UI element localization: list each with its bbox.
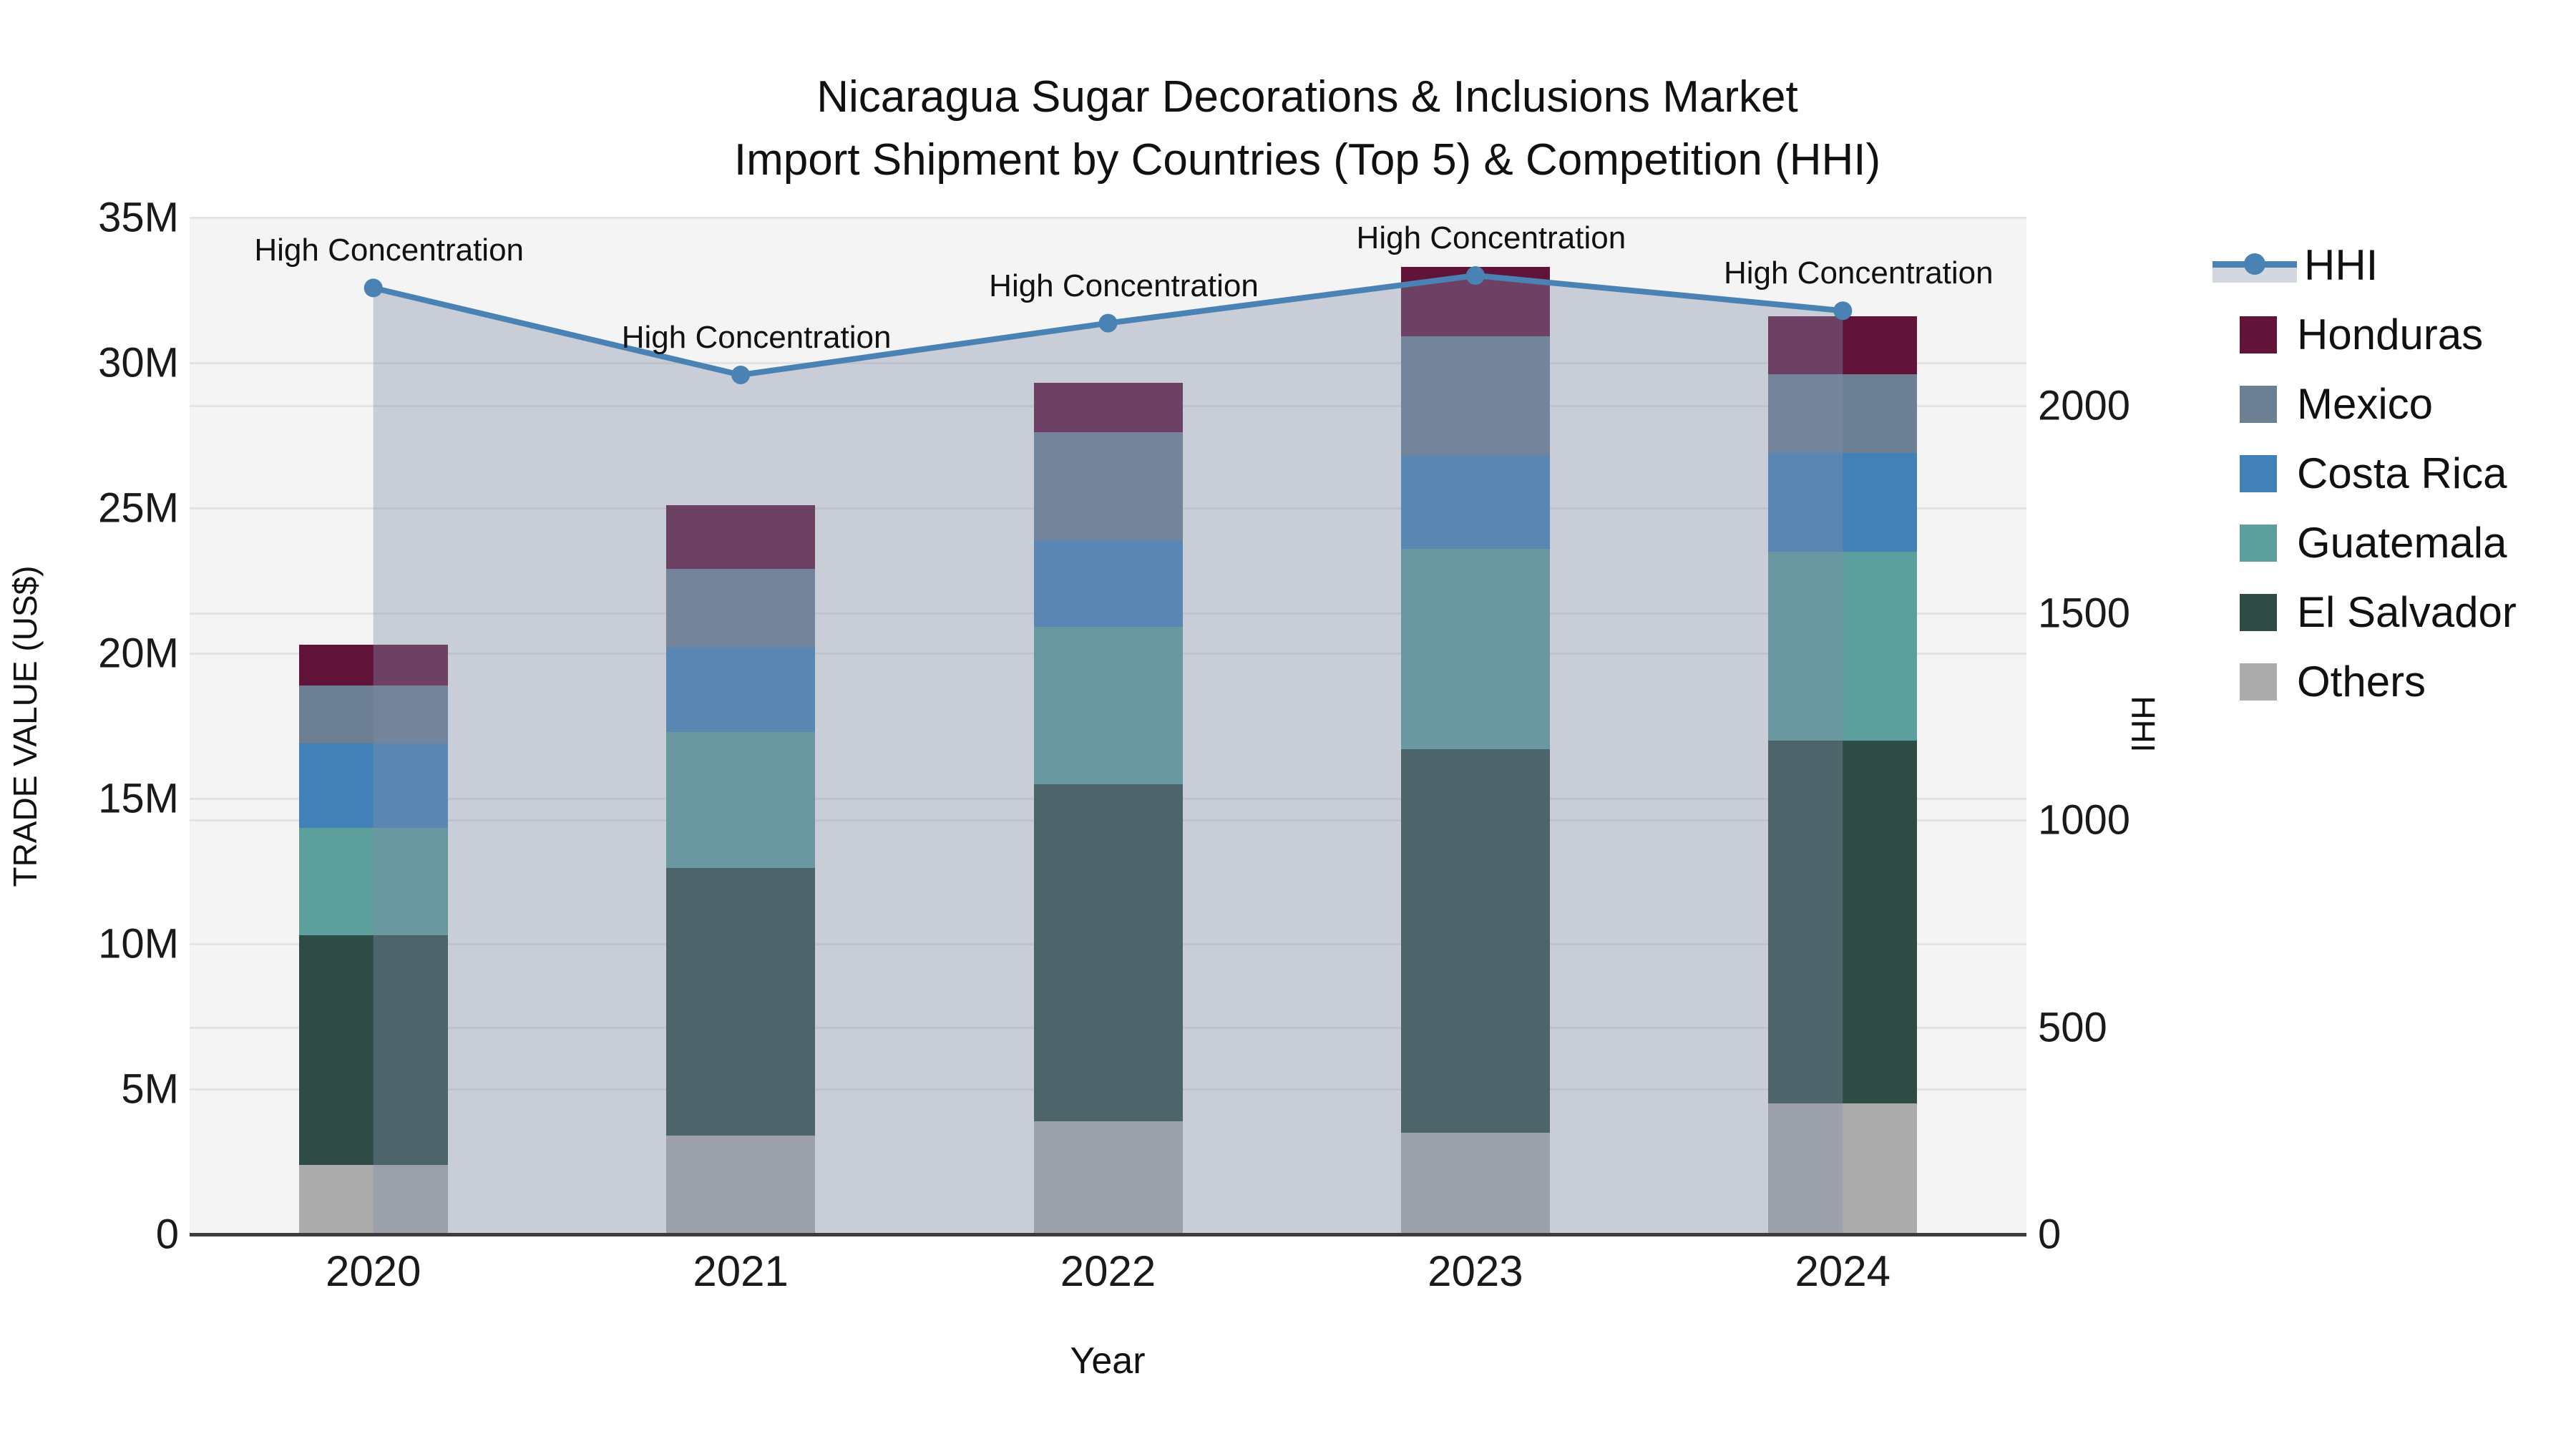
legend-label-el-salvador: El Salvador [2297, 588, 2517, 636]
bar-segment-2023-guatemala[interactable] [1400, 548, 1550, 749]
x-tick-2024: 2024 [1795, 1247, 1891, 1295]
legend-label-honduras: Honduras [2297, 311, 2484, 358]
y-tick-left-35M: 35M [98, 194, 179, 241]
hhi-legend-sample-icon [2212, 247, 2297, 284]
bar-segment-2021-mexico[interactable] [666, 569, 816, 648]
bar-segment-2020-mexico[interactable] [298, 685, 448, 743]
x-tick-2023: 2023 [1428, 1247, 1523, 1295]
bar-segment-2024-mexico[interactable] [1768, 374, 1918, 453]
bar-segment-2022-el-salvador[interactable] [1033, 784, 1183, 1121]
x-axis-line [190, 1233, 2026, 1236]
annotation-high-concentration-2024: High Concentration [1723, 255, 1994, 291]
y-tick-right-1500: 1500 [2038, 590, 2131, 637]
bar-segment-2023-costa-rica[interactable] [1400, 455, 1550, 549]
y-tick-left-20M: 20M [98, 630, 179, 677]
bar-segment-2023-mexico[interactable] [1400, 336, 1550, 456]
legend-item-mexico[interactable]: Mexico [2212, 369, 2517, 439]
y-tick-right-0: 0 [2038, 1211, 2062, 1258]
legend-item-hhi[interactable]: HHI [2212, 230, 2517, 300]
legend-item-guatemala[interactable]: Guatemala [2212, 508, 2517, 577]
bar-segment-2020-guatemala[interactable] [298, 827, 448, 935]
y-tick-left-30M: 30M [98, 339, 179, 386]
legend-swatch-honduras [2240, 316, 2277, 353]
x-axis-title: Year [1070, 1340, 1146, 1382]
legend-swatch-costa-rica [2240, 454, 2277, 492]
bar-segment-2020-el-salvador[interactable] [298, 935, 448, 1165]
legend-item-costa-rica[interactable]: Costa Rica [2212, 439, 2517, 508]
y-tick-left-0: 0 [155, 1211, 179, 1258]
bar-segment-2021-others[interactable] [666, 1135, 816, 1234]
bar-segment-2024-costa-rica[interactable] [1768, 452, 1918, 552]
annotation-high-concentration-2023: High Concentration [1356, 220, 1626, 256]
bar-segment-2022-guatemala[interactable] [1033, 627, 1183, 784]
x-tick-2021: 2021 [693, 1247, 789, 1295]
legend-swatch-el-salvador [2240, 593, 2277, 631]
bar-segment-2021-guatemala[interactable] [666, 731, 816, 869]
bar-segment-2023-honduras[interactable] [1400, 267, 1550, 337]
y-tick-right-500: 500 [2038, 1004, 2107, 1051]
legend-label-guatemala: Guatemala [2297, 519, 2507, 567]
chart-title: Nicaragua Sugar Decorations & Inclusions… [734, 66, 1880, 192]
bar-segment-2021-el-salvador[interactable] [666, 868, 816, 1136]
bar-segment-2024-guatemala[interactable] [1768, 551, 1918, 741]
legend-item-honduras[interactable]: Honduras [2212, 300, 2517, 369]
bar-segment-2020-others[interactable] [298, 1164, 448, 1234]
hhi-legend-marker-icon [2244, 253, 2265, 275]
gridline-trade-35M [190, 217, 2026, 219]
annotation-high-concentration-2021: High Concentration [621, 319, 892, 355]
bar-segment-2022-costa-rica[interactable] [1033, 540, 1183, 628]
gridline-trade-30M [190, 362, 2026, 364]
y-tick-left-5M: 5M [121, 1065, 179, 1113]
y-tick-left-10M: 10M [98, 920, 179, 967]
legend-label-mexico: Mexico [2297, 380, 2434, 428]
bar-segment-2022-honduras[interactable] [1033, 383, 1183, 433]
legend-swatch-mexico [2240, 385, 2277, 423]
legend-swatch-guatemala [2240, 524, 2277, 562]
bar-segment-2023-el-salvador[interactable] [1400, 748, 1550, 1133]
y-tick-left-25M: 25M [98, 484, 179, 532]
legend-item-others[interactable]: Others [2212, 647, 2517, 716]
legend-label-costa-rica: Costa Rica [2297, 449, 2507, 497]
y-tick-left-15M: 15M [98, 775, 179, 822]
bar-segment-2023-others[interactable] [1400, 1132, 1550, 1234]
chart-title-line1: Nicaragua Sugar Decorations & Inclusions… [816, 72, 1798, 122]
bar-segment-2020-honduras[interactable] [298, 644, 448, 686]
chart-title-line2: Import Shipment by Countries (Top 5) & C… [733, 135, 1881, 185]
bar-segment-2024-el-salvador[interactable] [1768, 740, 1918, 1104]
bar-segment-2021-costa-rica[interactable] [666, 647, 816, 732]
bar-segment-2024-honduras[interactable] [1768, 316, 1918, 375]
annotation-high-concentration-2020: High Concentration [254, 233, 525, 268]
y-tick-right-2000: 2000 [2038, 382, 2131, 429]
x-tick-2022: 2022 [1060, 1247, 1156, 1295]
y-tick-right-1000: 1000 [2038, 796, 2131, 844]
legend-item-el-salvador[interactable]: El Salvador [2212, 577, 2517, 647]
bar-segment-2020-costa-rica[interactable] [298, 743, 448, 828]
x-tick-2020: 2020 [325, 1247, 421, 1295]
legend-swatch-others [2240, 663, 2277, 701]
bar-segment-2024-others[interactable] [1768, 1103, 1918, 1234]
bar-segment-2022-others[interactable] [1033, 1121, 1183, 1234]
legend-label-hhi: HHI [2304, 241, 2379, 289]
annotation-high-concentration-2022: High Concentration [989, 268, 1259, 303]
legend: HHI Honduras Mexico Costa Rica Guatemala El S… [2212, 230, 2517, 716]
legend-label-others: Others [2297, 658, 2426, 706]
bar-segment-2021-honduras[interactable] [666, 504, 816, 570]
bar-segment-2022-mexico[interactable] [1033, 432, 1183, 540]
